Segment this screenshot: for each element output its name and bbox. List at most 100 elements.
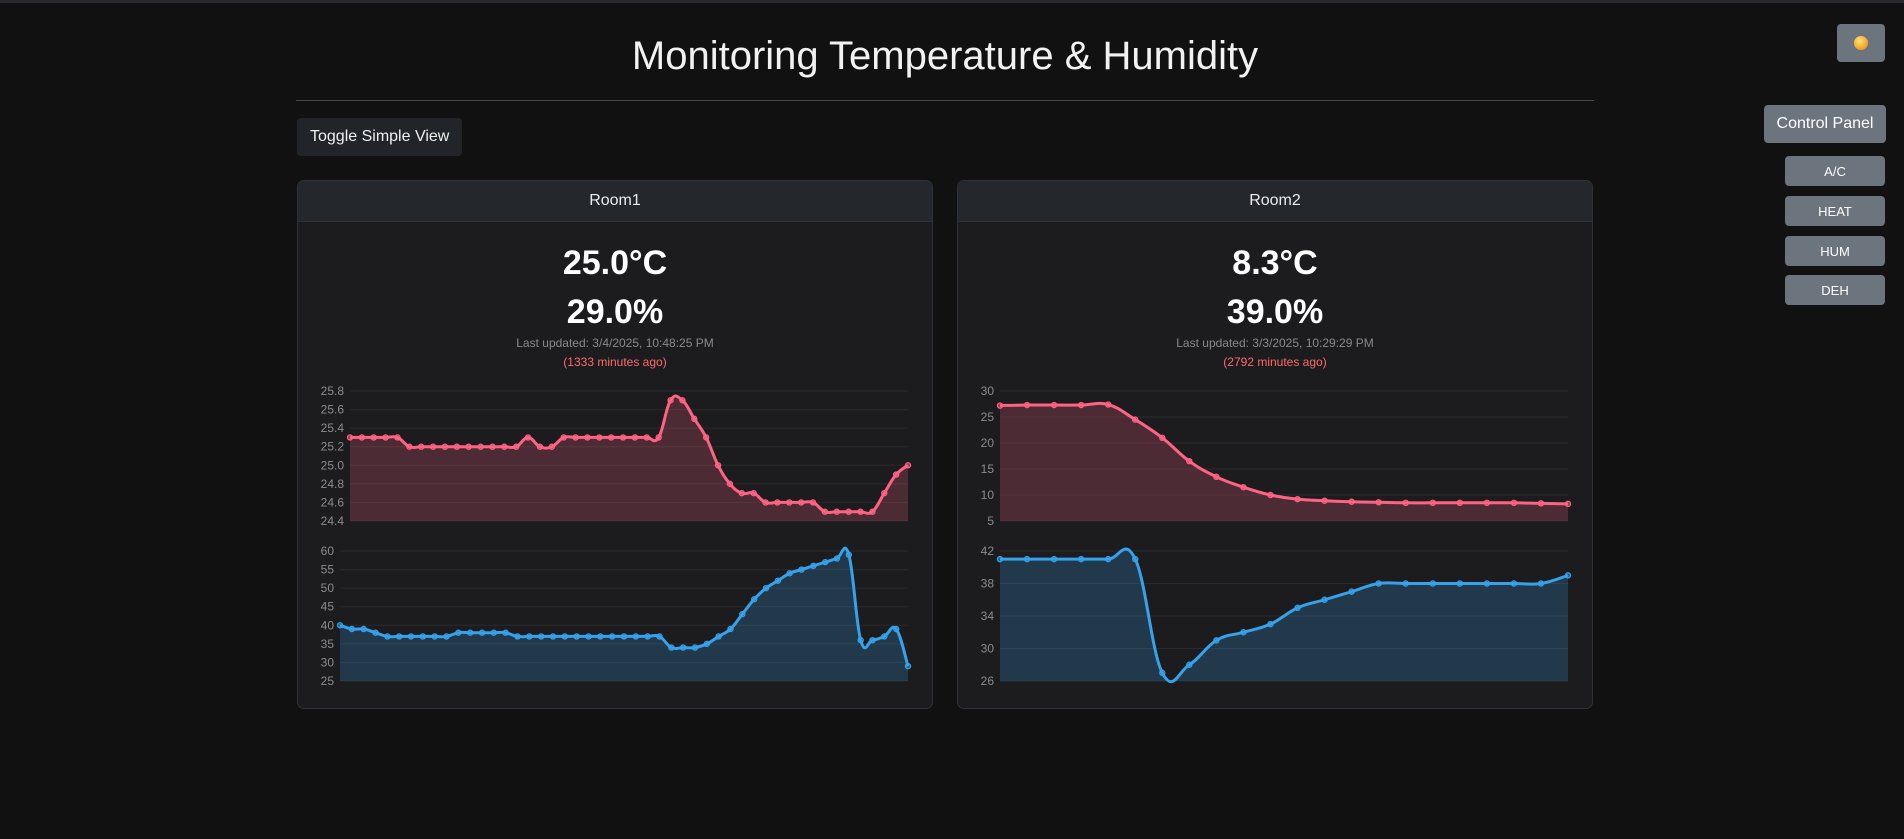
data-point[interactable]: [441, 443, 449, 450]
data-point[interactable]: [655, 434, 662, 441]
data-point[interactable]: [1321, 497, 1328, 504]
data-point[interactable]: [904, 462, 912, 469]
data-point[interactable]: [548, 443, 556, 450]
data-point[interactable]: [715, 633, 722, 640]
data-point[interactable]: [857, 508, 864, 515]
data-point[interactable]: [607, 434, 615, 441]
data-point[interactable]: [465, 443, 472, 450]
data-point[interactable]: [821, 508, 829, 515]
data-point[interactable]: [453, 443, 461, 450]
data-point[interactable]: [1023, 555, 1031, 563]
data-point[interactable]: [996, 402, 1004, 409]
data-point[interactable]: [1132, 416, 1139, 423]
data-point[interactable]: [1240, 484, 1247, 491]
data-point[interactable]: [1294, 604, 1301, 612]
deh-button[interactable]: DEH: [1785, 275, 1885, 305]
data-point[interactable]: [382, 434, 389, 441]
data-point[interactable]: [466, 629, 474, 636]
data-point[interactable]: [619, 434, 627, 441]
data-point[interactable]: [797, 499, 805, 506]
data-point[interactable]: [549, 633, 557, 640]
data-point[interactable]: [739, 610, 746, 618]
data-point[interactable]: [1267, 620, 1274, 628]
data-point[interactable]: [881, 489, 888, 497]
data-point[interactable]: [1104, 555, 1112, 563]
data-point[interactable]: [1213, 473, 1220, 480]
data-point[interactable]: [1294, 495, 1301, 503]
data-point[interactable]: [360, 625, 367, 633]
data-point[interactable]: [1483, 580, 1491, 587]
data-point[interactable]: [667, 397, 674, 404]
data-point[interactable]: [691, 644, 699, 651]
data-point[interactable]: [1240, 629, 1247, 636]
data-point[interactable]: [418, 443, 425, 450]
data-point[interactable]: [1564, 500, 1572, 508]
data-point[interactable]: [584, 434, 591, 441]
hum-button[interactable]: HUM: [1785, 236, 1885, 266]
data-point[interactable]: [384, 633, 391, 640]
data-point[interactable]: [536, 443, 544, 450]
data-point[interactable]: [1456, 499, 1464, 506]
data-point[interactable]: [370, 434, 377, 441]
data-point[interactable]: [406, 443, 413, 450]
data-point[interactable]: [513, 443, 520, 450]
data-point[interactable]: [892, 471, 900, 478]
data-point[interactable]: [477, 443, 484, 450]
data-point[interactable]: [514, 633, 521, 640]
data-point[interactable]: [632, 633, 640, 640]
data-point[interactable]: [1537, 580, 1545, 587]
data-point[interactable]: [1456, 580, 1464, 587]
data-point[interactable]: [762, 584, 770, 592]
data-point[interactable]: [1159, 434, 1166, 441]
data-point[interactable]: [502, 629, 509, 636]
data-point[interactable]: [1348, 588, 1355, 595]
data-point[interactable]: [1510, 580, 1518, 587]
data-point[interactable]: [857, 636, 864, 644]
ac-button[interactable]: A/C: [1785, 156, 1885, 186]
data-point[interactable]: [1429, 499, 1436, 506]
data-point[interactable]: [573, 633, 580, 640]
data-point[interactable]: [1132, 555, 1139, 563]
data-point[interactable]: [585, 633, 592, 640]
data-point[interactable]: [455, 629, 462, 636]
data-point[interactable]: [346, 434, 354, 441]
data-point[interactable]: [821, 558, 829, 566]
data-point[interactable]: [395, 633, 403, 640]
data-point[interactable]: [702, 434, 710, 441]
data-point[interactable]: [996, 555, 1004, 563]
data-point[interactable]: [809, 499, 817, 506]
data-point[interactable]: [443, 633, 450, 640]
data-point[interactable]: [1050, 555, 1058, 563]
data-point[interactable]: [703, 640, 711, 648]
data-point[interactable]: [1402, 580, 1409, 587]
data-point[interactable]: [1159, 669, 1166, 677]
data-point[interactable]: [358, 434, 366, 441]
data-point[interactable]: [407, 633, 415, 640]
data-point[interactable]: [1213, 637, 1220, 644]
data-point[interactable]: [478, 629, 486, 636]
control-panel-button[interactable]: Control Panel: [1764, 105, 1886, 143]
data-point[interactable]: [620, 633, 628, 640]
data-point[interactable]: [490, 629, 498, 636]
data-point[interactable]: [372, 629, 379, 636]
theme-toggle-button[interactable]: [1837, 24, 1885, 62]
data-point[interactable]: [1077, 555, 1085, 563]
data-point[interactable]: [774, 577, 782, 584]
data-point[interactable]: [431, 633, 438, 640]
data-point[interactable]: [762, 499, 769, 506]
data-point[interactable]: [881, 633, 888, 640]
data-point[interactable]: [1023, 401, 1031, 409]
data-point[interactable]: [1402, 499, 1409, 506]
data-point[interactable]: [1321, 596, 1328, 603]
data-point[interactable]: [644, 633, 651, 640]
data-point[interactable]: [501, 443, 508, 450]
data-point[interactable]: [656, 633, 663, 640]
heat-button[interactable]: HEAT: [1785, 196, 1885, 226]
data-point[interactable]: [561, 633, 569, 640]
data-point[interactable]: [786, 499, 793, 506]
data-point[interactable]: [419, 633, 427, 640]
data-point[interactable]: [727, 625, 734, 633]
data-point[interactable]: [631, 434, 639, 441]
data-point[interactable]: [1429, 580, 1436, 587]
data-point[interactable]: [560, 434, 567, 441]
